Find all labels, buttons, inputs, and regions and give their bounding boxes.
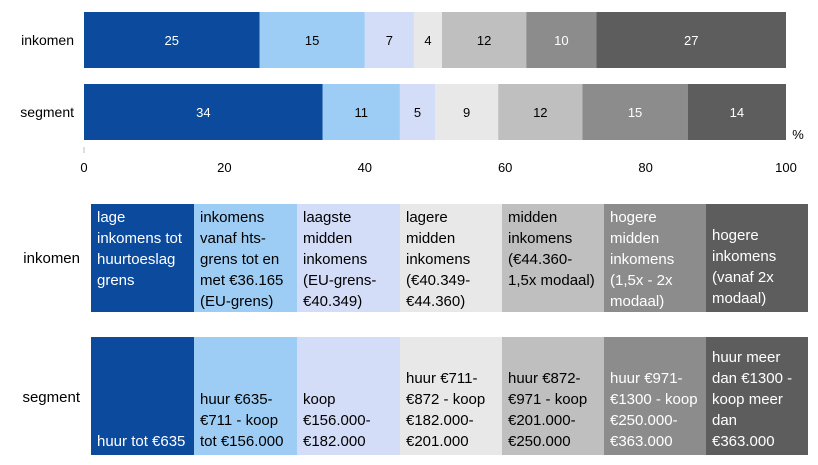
x-tick-label: 60 [498,160,512,175]
legend-cell-text: huur meer dan €1300 - koop meer dan €363… [712,349,793,450]
legend-row-label: inkomen [23,250,80,267]
bar-segment [259,12,365,68]
bar-data-label: 11 [355,105,369,120]
legend-cell: midden inkomens (€44.360-1,5x modaal) [502,204,604,312]
bar-data-label: 34 [196,105,210,120]
bar-data-label: 4 [424,33,431,48]
legend-cell-text: huur €971-€1300 - koop €250.000-€363.000 [610,370,698,450]
legend-cell-text: hogere midden inkomens (1,5x - 2x modaal… [610,209,675,310]
x-tick-label: 100 [775,160,797,175]
x-tick-label: 40 [358,160,372,175]
unit-label: % [792,127,804,142]
legend-cell: hogere midden inkomens (1,5x - 2x modaal… [604,204,706,312]
category-label: inkomen [21,32,74,48]
legend-cell-text: huur €711-€872 - koop €182.000-€201.000 [406,370,486,450]
legend-cell-text: inkomens vanaf hts-grens tot en met €36.… [200,209,284,310]
bar-segment [687,84,786,140]
bar-segment [364,12,414,68]
bar-data-label: 12 [477,33,491,48]
legend-cell: huur €872-€971 - koop €201.000-€250.000 [502,337,604,455]
bar-segment [322,84,400,140]
bar-segment [84,84,323,140]
legend-cell-text: huur tot €635 [97,433,186,450]
legend-cell-text: laagste midden inkomens (EU-grens-€40.34… [303,209,377,310]
legend-cell: huur €635-€711 - koop tot €156.000 [194,337,297,455]
bar-segment [582,84,688,140]
legend-cell: koop €156.000-€182.000 [297,337,400,455]
legend-cell: hogere inkomens (vanaf 2x modaal) [706,204,808,312]
bar-data-label: 15 [628,105,642,120]
bar-data-label: 27 [684,33,698,48]
stacked-bar-chart: 25 15 7 4 12 10 27 inkomen 34 11 5 9 12 15 14 segment 0 2… [20,12,804,175]
bar-data-label: 12 [533,105,547,120]
legend-cell: lage inkomens tot huurtoeslag grens [91,204,194,312]
x-tick-label: 20 [217,160,231,175]
x-tick-label: 0 [80,160,87,175]
bar-segment [413,12,443,68]
legend-row-label: segment [22,389,80,406]
legend-cell: lagere midden inkomens (€40.349-€44.360) [400,204,502,312]
legend-cell-text: huur €872-€971 - koop €201.000-€250.000 [508,370,588,450]
bar-segment [435,84,499,140]
legend-cell-text: lagere midden inkomens (€40.349-€44.360) [406,209,471,310]
x-tick-label: 80 [638,160,652,175]
bar-segment [84,12,260,68]
bar-segment [399,84,435,140]
legend-cell-text: hogere inkomens (vanaf 2x modaal) [712,227,777,307]
legend-cell: huur meer dan €1300 - koop meer dan €363… [706,337,808,455]
bar-segment [498,84,583,140]
bar-data-label: 25 [165,33,179,48]
bar-data-label: 5 [414,105,421,120]
bar-segment [442,12,527,68]
legend-cell: huur tot €635 [91,337,194,455]
bar-segment [526,12,597,68]
legend-cell: huur €971-€1300 - koop €250.000-€363.000 [604,337,706,455]
legend-cell-text: lage inkomens tot huurtoeslag grens [97,209,183,289]
legend-cell-text: midden inkomens (€44.360-1,5x modaal) [508,209,595,289]
legend-row-inkomen: inkomen lage inkomens tot huurtoeslag gr… [0,204,818,312]
bar-segment [596,12,786,68]
legend-cell: huur €711-€872 - koop €182.000-€201.000 [400,337,502,455]
bar-data-label: 7 [386,33,393,48]
category-label: segment [20,104,74,120]
bar-data-label: 15 [305,33,319,48]
bar-data-label: 14 [730,105,744,120]
legend-cell: laagste midden inkomens (EU-grens-€40.34… [297,204,400,312]
legend-cell: inkomens vanaf hts-grens tot en met €36.… [194,204,297,312]
legend-cell-text: huur €635-€711 - koop tot €156.000 [200,391,284,450]
bar-data-label: 9 [463,105,470,120]
legend-row-segment: segment huur tot €635 huur €635-€711 - k… [0,337,818,455]
legend-cell-text: koop €156.000-€182.000 [303,391,371,450]
bar-data-label: 10 [554,33,568,48]
